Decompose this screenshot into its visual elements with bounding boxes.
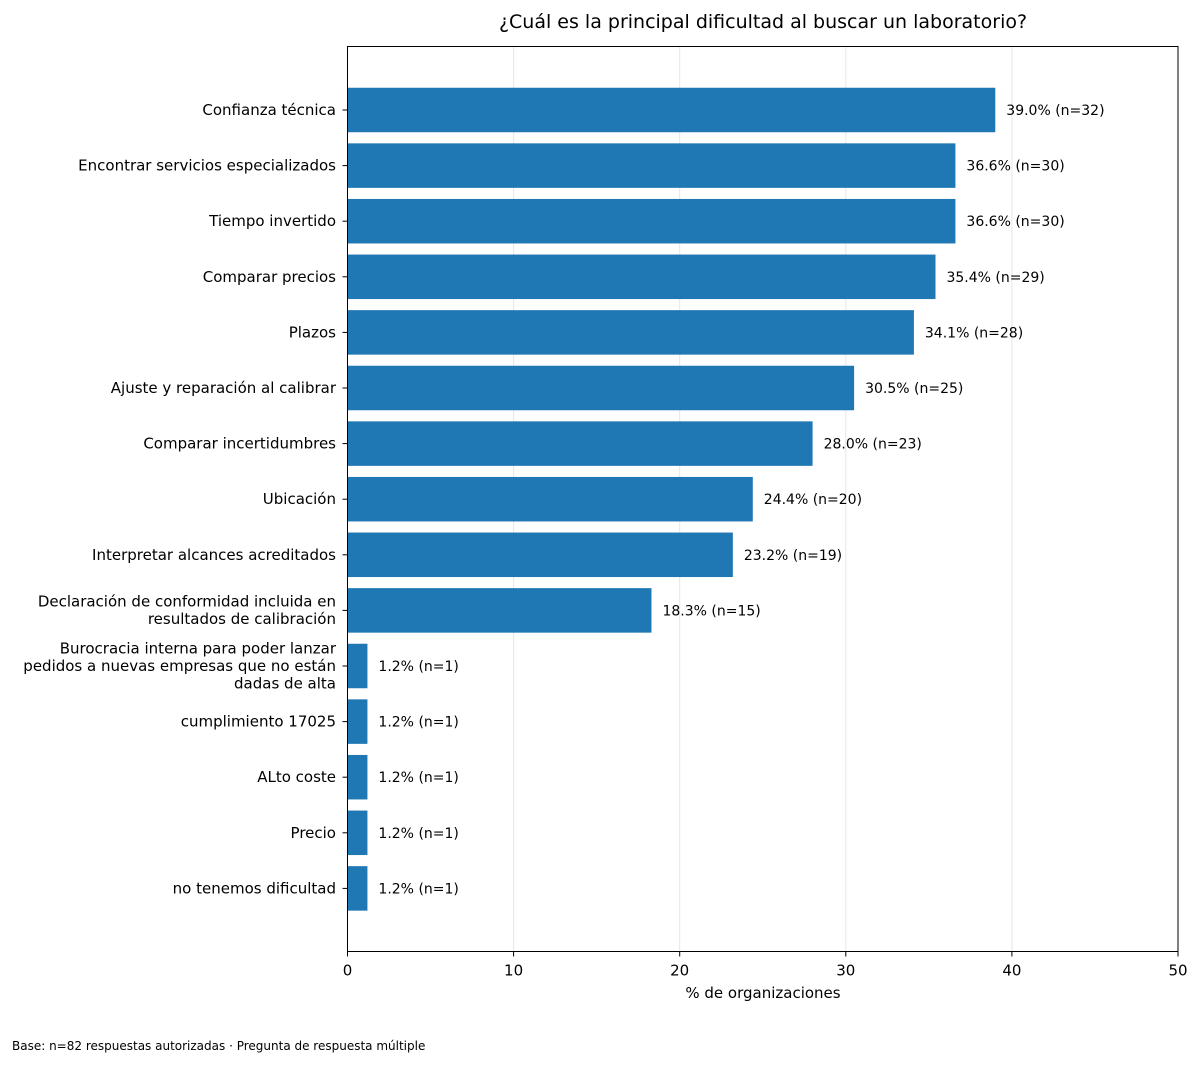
bar	[347, 699, 368, 744]
y-category-label: cumplimiento 17025	[181, 713, 336, 731]
y-category-label: no tenemos dificultad	[173, 879, 336, 897]
chart-title: ¿Cuál es la principal dificultad al busc…	[499, 11, 1027, 33]
y-category-label: Comparar precios	[203, 268, 336, 286]
bar	[347, 866, 368, 911]
y-category-label-line: Comparar precios	[203, 268, 336, 286]
y-category-label-line: no tenemos dificultad	[173, 879, 336, 897]
y-category-label-line: dadas de alta	[234, 675, 336, 693]
bar	[347, 754, 368, 800]
bar	[347, 532, 733, 578]
data-label: 1.2% (n=1)	[378, 715, 458, 731]
y-category-label-line: Tiempo invertido	[208, 212, 336, 230]
y-category-label-line: Comparar incertidumbres	[143, 435, 336, 453]
bar	[347, 588, 652, 633]
plot-frame	[347, 46, 1179, 952]
y-category-label: Tiempo invertido	[208, 212, 336, 230]
y-category-label-line: Ubicación	[263, 490, 336, 508]
data-label: 23.2% (n=19)	[744, 548, 842, 564]
y-axis-category-labels: Confianza técnica Encontrar servicios esp…	[23, 101, 348, 897]
x-tick-label: 50	[1168, 962, 1187, 980]
y-category-label-line: Plazos	[289, 323, 336, 341]
y-category-label: Encontrar servicios especializados	[78, 157, 336, 175]
y-category-label-line: Declaración de conformidad incluida en	[38, 593, 336, 611]
data-label: 36.6% (n=30)	[966, 214, 1064, 230]
bar	[347, 476, 753, 522]
y-category-label: Ajuste y reparación al calibrar	[111, 379, 337, 397]
y-category-label-line: ALto coste	[257, 768, 336, 786]
y-category-label-line: resultados de calibración	[148, 610, 336, 628]
y-category-label-line: Confianza técnica	[202, 101, 336, 119]
bar	[347, 87, 996, 133]
bar	[347, 254, 936, 300]
y-category-label-line: Ajuste y reparación al calibrar	[111, 379, 337, 397]
bar	[347, 198, 956, 244]
bars	[347, 87, 996, 911]
data-label: 1.2% (n=1)	[378, 826, 458, 842]
y-category-label-line: cumplimiento 17025	[181, 713, 336, 731]
data-label: 34.1% (n=28)	[925, 325, 1023, 341]
bar	[347, 310, 914, 355]
bar	[347, 421, 813, 466]
x-axis-label: % de organizaciones	[685, 984, 840, 1002]
y-category-label: Plazos	[289, 323, 336, 341]
y-category-label: Declaración de conformidad incluida en re…	[38, 593, 336, 629]
data-labels: 39.0% (n=32) 36.6% (n=30) 36.6% (n=30) 35.4…	[378, 103, 1104, 897]
y-category-label-line: Encontrar servicios especializados	[78, 157, 336, 175]
data-label: 35.4% (n=29)	[946, 270, 1044, 286]
y-category-label: Burocracia interna para poder lanzar pedi…	[23, 640, 337, 693]
y-category-label-line: pedidos a nuevas empresas que no están	[23, 657, 336, 675]
y-category-label: Ubicación	[263, 490, 336, 508]
data-label: 18.3% (n=15)	[662, 603, 760, 619]
y-category-label-line: Interpretar alcances acreditados	[92, 546, 336, 564]
y-category-label: Interpretar alcances acreditados	[92, 546, 336, 564]
data-label: 39.0% (n=32)	[1006, 103, 1104, 119]
data-label: 24.4% (n=20)	[764, 492, 862, 508]
y-category-label: ALto coste	[257, 768, 336, 786]
y-category-label-line: Precio	[291, 824, 336, 842]
data-label: 36.6% (n=30)	[966, 159, 1064, 175]
x-tick-label: 20	[670, 962, 689, 980]
data-label: 30.5% (n=25)	[865, 381, 963, 397]
x-tick-label: 30	[836, 962, 855, 980]
y-category-label: Confianza técnica	[202, 101, 336, 119]
x-tick-label: 10	[504, 962, 523, 980]
x-axis-ticks: 0 10 20 30 40 50	[343, 951, 1188, 980]
data-label: 28.0% (n=23)	[824, 437, 922, 453]
y-category-label-line: Burocracia interna para poder lanzar	[60, 640, 337, 658]
bar	[347, 365, 855, 411]
y-category-label: Precio	[291, 824, 336, 842]
bar	[347, 143, 956, 188]
data-label: 1.2% (n=1)	[378, 770, 458, 786]
footnote: Base: n=82 respuestas autorizadas · Preg…	[12, 1039, 426, 1053]
x-tick-label: 0	[343, 962, 353, 980]
x-tick-label: 40	[1002, 962, 1021, 980]
bar	[347, 643, 368, 689]
data-label: 1.2% (n=1)	[378, 881, 458, 897]
data-label: 1.2% (n=1)	[378, 659, 458, 675]
bar	[347, 810, 368, 856]
y-category-label: Comparar incertidumbres	[143, 435, 336, 453]
